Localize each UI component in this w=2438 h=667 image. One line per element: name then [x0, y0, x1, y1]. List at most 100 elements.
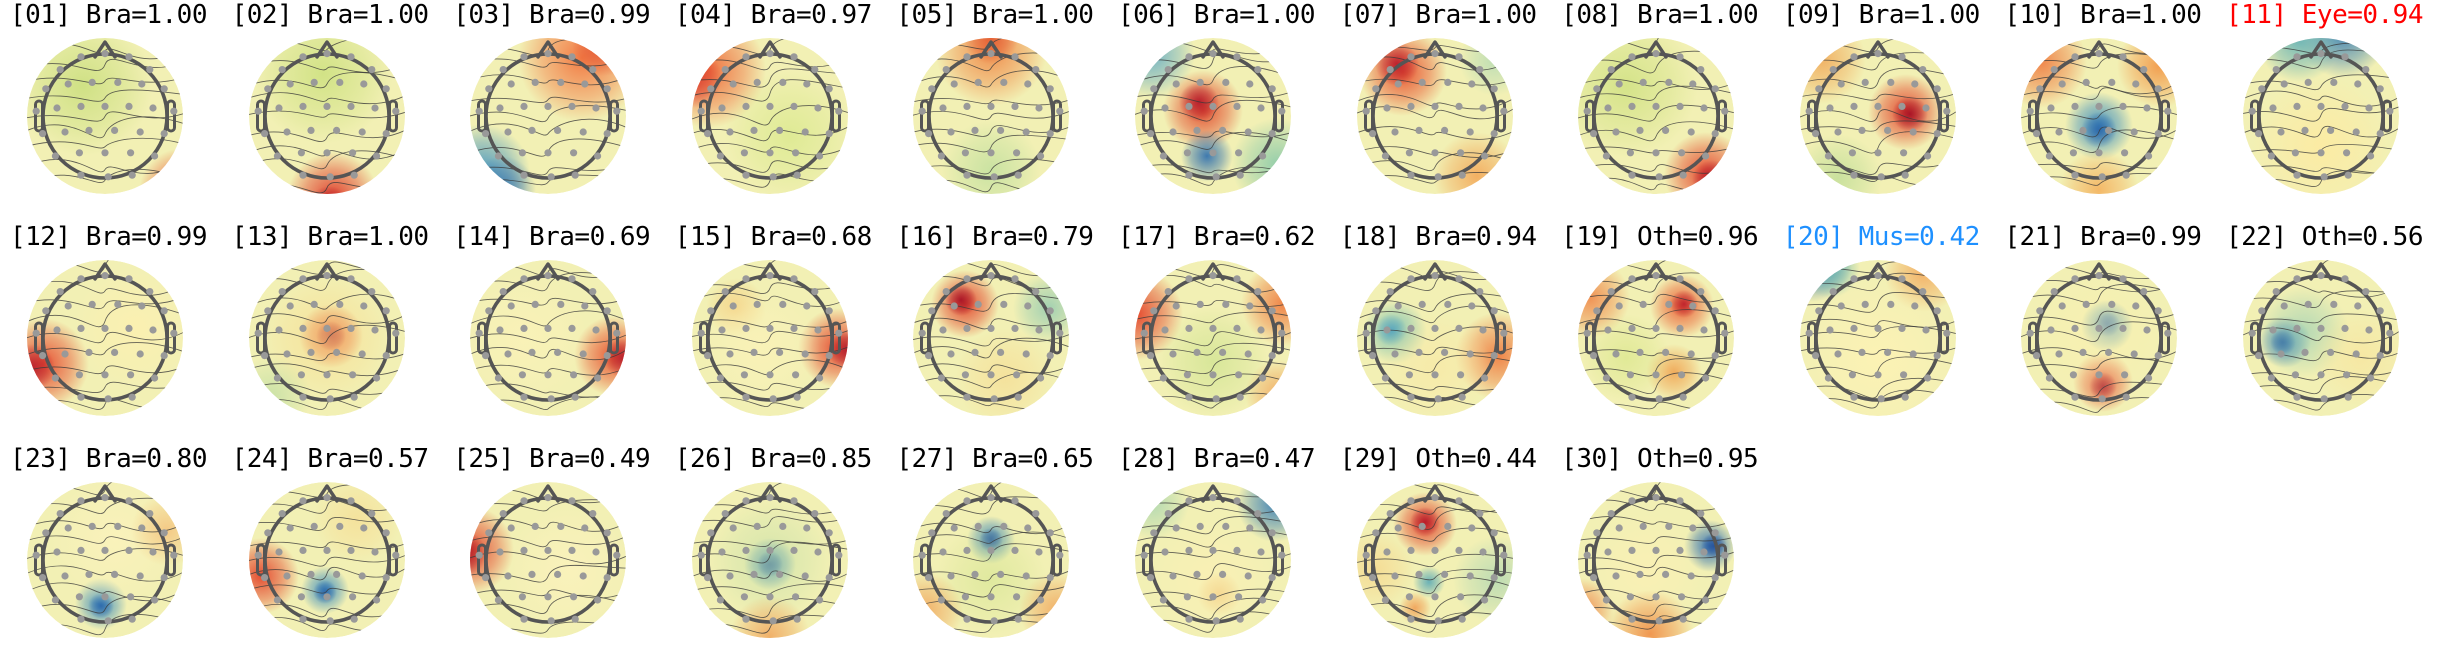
electrode-dot	[1246, 302, 1254, 310]
topomap-container-24[interactable]	[232, 474, 422, 646]
ica-component-cell[interactable]: [14] Bra=0.69	[447, 222, 669, 424]
topomap-container-23[interactable]	[10, 474, 200, 646]
electrode-dot	[834, 329, 843, 337]
ica-component-cell[interactable]: [27] Bra=0.65	[890, 444, 1112, 646]
electrode-dot	[2130, 128, 2139, 136]
ica-component-cell[interactable]: [05] Bra=1.00	[890, 0, 1112, 202]
electrode-dot	[1874, 50, 1882, 58]
electrode-dot	[1636, 570, 1644, 578]
electrode-dot	[104, 173, 112, 181]
topomap-container-12[interactable]	[10, 252, 200, 424]
ica-component-cell[interactable]: [01] Bra=1.00	[4, 0, 226, 202]
electrode-dot	[138, 302, 146, 310]
electrode-dot	[2095, 50, 2103, 58]
topomap-container-27[interactable]	[896, 474, 1086, 646]
electrode-dot	[950, 80, 959, 88]
topomap-container-30[interactable]	[1561, 474, 1751, 646]
topomap-container-03[interactable]	[453, 30, 643, 202]
topomap-container-06[interactable]	[1118, 30, 1308, 202]
electrode-dot	[286, 302, 294, 310]
electrode-dot	[282, 128, 291, 136]
electrode-dot	[1233, 53, 1241, 61]
component-label-27: [27] Bra=0.65	[896, 444, 1094, 474]
component-label-11: [11] Eye=0.94	[2226, 0, 2423, 30]
electrode-dot	[528, 570, 536, 578]
ica-component-cell[interactable]: [29] Oth=0.44	[1334, 444, 1556, 646]
topomap-container-21[interactable]	[2004, 252, 2194, 424]
ica-component-cell[interactable]: [07] Bra=1.00	[1334, 0, 1556, 202]
ica-component-cell[interactable]: [22] Oth=0.56	[2220, 222, 2438, 424]
topomap-container-17[interactable]	[1118, 252, 1308, 424]
topomap-container-13[interactable]	[232, 252, 422, 424]
ica-component-cell[interactable]: [17] Bra=0.62	[1112, 222, 1334, 424]
electrode-dot	[2047, 104, 2055, 112]
topomap-container-10[interactable]	[2004, 30, 2194, 202]
topomap	[913, 38, 1070, 194]
electrode-dot	[2145, 374, 2153, 382]
ica-component-cell[interactable]: [19] Oth=0.96	[1555, 222, 1777, 424]
topomap-container-04[interactable]	[675, 30, 865, 202]
topomap-container-05[interactable]	[896, 30, 1086, 202]
electrode-dot	[1676, 497, 1684, 505]
electrode-dot	[1711, 130, 1719, 138]
topomap-container-26[interactable]	[675, 474, 865, 646]
topomap-container-25[interactable]	[453, 474, 643, 646]
topomap-container-16[interactable]	[896, 252, 1086, 424]
topomap-container-29[interactable]	[1340, 474, 1530, 646]
electrode-dot	[359, 302, 367, 310]
component-label-07: [07] Bra=1.00	[1339, 0, 1537, 30]
ica-component-cell[interactable]: [13] Bra=1.00	[226, 222, 448, 424]
ica-component-cell[interactable]: [12] Bra=0.99	[4, 222, 226, 424]
electrode-dot	[544, 324, 552, 332]
ica-component-cell[interactable]: [30] Oth=0.95	[1555, 444, 1777, 646]
electrode-dot	[1612, 128, 1620, 136]
ica-component-cell[interactable]: [18] Bra=0.94	[1334, 222, 1556, 424]
topomap-container-14[interactable]	[453, 252, 643, 424]
ica-component-cell[interactable]: [15] Bra=0.68	[669, 222, 891, 424]
scalp-field	[2243, 260, 2399, 416]
ica-component-cell[interactable]: [03] Bra=0.99	[447, 0, 669, 202]
electrode-dot	[825, 130, 833, 138]
topomap-container-28[interactable]	[1118, 474, 1308, 646]
topomap-container-02[interactable]	[232, 30, 422, 202]
electrode-dot	[942, 510, 951, 518]
electrode-dot	[2354, 302, 2362, 310]
ica-component-cell[interactable]: [26] Bra=0.85	[669, 444, 891, 646]
component-label-09: [09] Bra=1.00	[1782, 0, 1980, 30]
ica-component-cell[interactable]: [20] Mus=0.42	[1777, 222, 1999, 424]
electrode-dot	[64, 80, 72, 88]
electrode-dot	[1164, 288, 1172, 296]
ica-component-cell[interactable]: [21] Bra=0.99	[1998, 222, 2220, 424]
topomap-container-20[interactable]	[1783, 252, 1973, 424]
electrode-dot	[2343, 149, 2351, 157]
topomap-container-22[interactable]	[2226, 252, 2416, 424]
electrode-dot	[85, 348, 93, 356]
topomap-container-15[interactable]	[675, 252, 865, 424]
ica-component-cell[interactable]: [11] Eye=0.94	[2220, 0, 2438, 202]
ica-component-cell[interactable]: [23] Bra=0.80	[4, 444, 226, 646]
ica-component-cell[interactable]: [28] Bra=0.47	[1112, 444, 1334, 646]
topomap-container-07[interactable]	[1340, 30, 1530, 202]
ica-component-cell[interactable]: [16] Bra=0.79	[890, 222, 1112, 424]
electrode-dot	[2119, 102, 2127, 110]
ica-component-cell[interactable]: [02] Bra=1.00	[226, 0, 448, 202]
ica-component-cell[interactable]: [24] Bra=0.57	[226, 444, 448, 646]
electrode-dot	[75, 593, 83, 601]
ica-component-cell[interactable]: [04] Bra=0.97	[669, 0, 891, 202]
ica-component-cell[interactable]: [25] Bra=0.49	[447, 444, 669, 646]
electrode-dot	[1024, 80, 1032, 88]
topomap-container-11[interactable]	[2226, 30, 2416, 202]
ica-component-cell[interactable]: [08] Bra=1.00	[1555, 0, 1777, 202]
electrode-dot	[1414, 126, 1423, 134]
electrode-dot	[963, 615, 971, 623]
topomap-container-01[interactable]	[10, 30, 200, 202]
electrode-dot	[942, 288, 951, 296]
topomap-container-08[interactable]	[1561, 30, 1751, 202]
topomap-container-09[interactable]	[1783, 30, 1973, 202]
ica-component-cell[interactable]: [10] Bra=1.00	[1998, 0, 2220, 202]
ica-component-cell[interactable]: [06] Bra=1.00	[1112, 0, 1334, 202]
topomap-container-19[interactable]	[1561, 252, 1751, 424]
electrode-dot	[1254, 510, 1262, 518]
ica-component-cell[interactable]: [09] Bra=1.00	[1777, 0, 1999, 202]
topomap-container-18[interactable]	[1340, 252, 1530, 424]
